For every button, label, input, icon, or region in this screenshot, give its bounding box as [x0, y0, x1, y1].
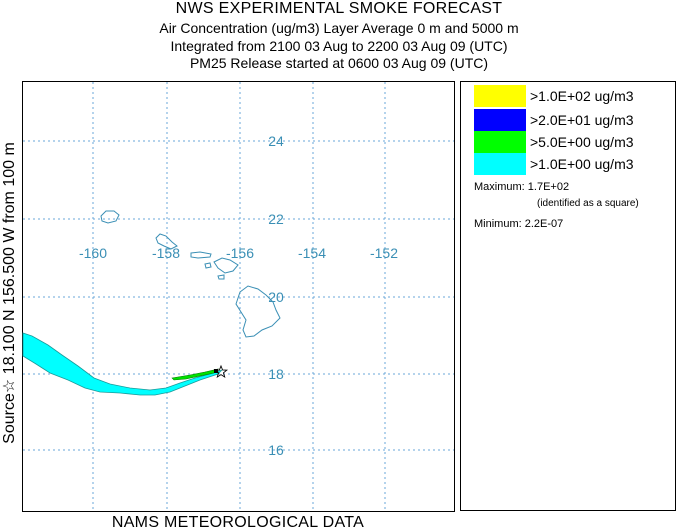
- graticule: [23, 82, 454, 511]
- maximum-square-icon: [214, 369, 218, 373]
- island-oahu: [155, 233, 178, 250]
- lon-label-152: -152: [370, 245, 398, 261]
- lat-label-24: 24: [268, 133, 284, 149]
- legend-swatch: [474, 153, 526, 175]
- island-molokai: [190, 251, 212, 259]
- legend-label: >2.0E+01 ug/m3: [530, 112, 634, 128]
- legend-label: >1.0E+02 ug/m3: [530, 88, 634, 104]
- map-frame: [22, 81, 455, 512]
- integration-period: Integrated from 2100 03 Aug to 2200 03 A…: [170, 38, 508, 54]
- lat-label-20: 20: [268, 289, 284, 305]
- lon-label-156: -156: [226, 245, 254, 261]
- lat-label-18: 18: [268, 366, 284, 382]
- legend-label: >5.0E+00 ug/m3: [530, 134, 634, 150]
- forecast-title: NWS EXPERIMENTAL SMOKE FORECAST: [175, 0, 503, 17]
- island-hawaii: [235, 285, 281, 338]
- minimum-value: Minimum: 2.2E-07: [474, 218, 564, 230]
- plume-low-concentration: [22, 332, 223, 396]
- release-start: PM25 Release started at 0600 03 Aug 09 (…: [189, 55, 489, 71]
- island-kauai: [100, 210, 120, 224]
- legend-label: >1.0E+00 ug/m3: [530, 156, 634, 172]
- lon-label-160: -160: [79, 245, 107, 261]
- lon-label-158: -158: [152, 245, 180, 261]
- concentration-subtitle: Air Concentration (ug/m3) Layer Average …: [159, 20, 519, 36]
- met-data-label: NAMS METEOROLOGICAL DATA: [111, 514, 365, 531]
- island-kahoolawe: [217, 274, 225, 280]
- maximum-value: Maximum: 1.7E+02: [474, 181, 570, 193]
- lon-label-154: -154: [298, 245, 326, 261]
- legend-swatch: [474, 109, 526, 131]
- island-lanai: [204, 262, 212, 269]
- maximum-note: (identified as a square): [537, 198, 639, 209]
- lat-label-22: 22: [268, 211, 284, 227]
- legend-swatch: [474, 85, 526, 107]
- island-maui: [213, 257, 239, 274]
- legend-swatch: [474, 131, 526, 153]
- concentration-legend: >1.0E+02 ug/m3 >2.0E+01 ug/m3 >5.0E+00 u…: [460, 81, 676, 511]
- lat-label-16: 16: [268, 442, 284, 458]
